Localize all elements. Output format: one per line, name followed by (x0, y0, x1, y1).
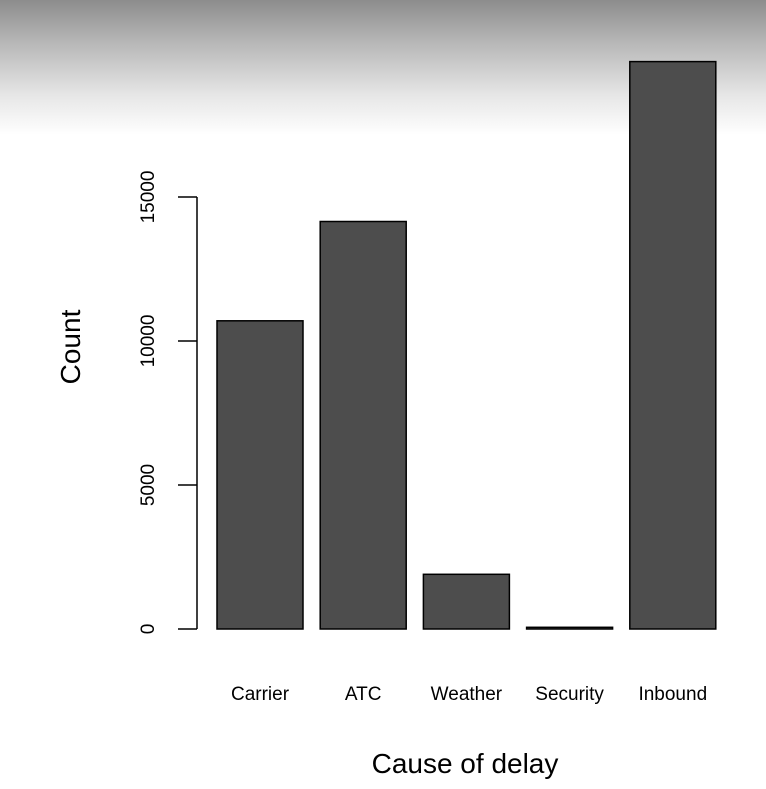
bar-atc (319, 220, 407, 630)
x-axis-labels: Carrier ATC Weather Security Inbound (231, 684, 707, 705)
x-axis-title: Cause of delay (372, 748, 559, 779)
bars-group (216, 60, 717, 630)
bar-carrier (216, 320, 304, 630)
bar-inbound (629, 60, 717, 630)
bar-weather (422, 573, 511, 630)
bar-security (525, 626, 614, 630)
x-tick-label-weather: Weather (431, 684, 503, 705)
y-tick-label-15000: 15000 (138, 171, 159, 224)
x-tick-label-atc: ATC (345, 684, 382, 705)
y-tick-label-10000: 10000 (138, 315, 159, 368)
x-tick-label-security: Security (535, 684, 604, 705)
x-tick-label-carrier: Carrier (231, 684, 290, 705)
y-axis: 0 5000 10000 15000 (138, 171, 198, 635)
x-tick-label-inbound: Inbound (638, 684, 707, 705)
y-tick-label-5000: 5000 (138, 464, 159, 506)
y-tick-label-0: 0 (138, 624, 159, 635)
y-axis-title: Count (55, 309, 86, 384)
